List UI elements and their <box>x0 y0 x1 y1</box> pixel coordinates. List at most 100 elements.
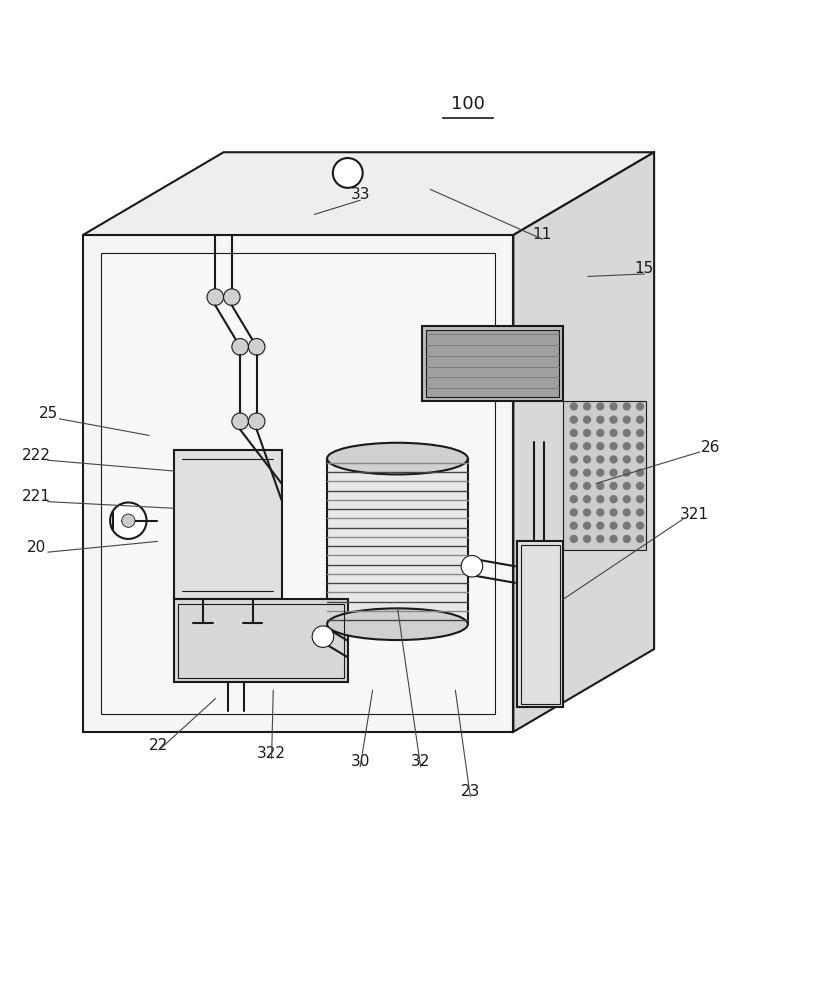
Ellipse shape <box>327 608 467 640</box>
Circle shape <box>569 508 577 517</box>
Circle shape <box>622 455 630 464</box>
Circle shape <box>595 402 604 411</box>
Circle shape <box>622 429 630 437</box>
Circle shape <box>622 442 630 450</box>
Text: 26: 26 <box>700 440 719 455</box>
Circle shape <box>312 626 333 647</box>
Circle shape <box>582 482 590 490</box>
Circle shape <box>609 522 617 530</box>
Polygon shape <box>101 253 495 714</box>
Circle shape <box>582 402 590 411</box>
Circle shape <box>569 442 577 450</box>
Text: 15: 15 <box>633 261 653 276</box>
Circle shape <box>461 555 482 577</box>
Circle shape <box>609 495 617 503</box>
Circle shape <box>332 158 362 188</box>
Circle shape <box>569 535 577 543</box>
Circle shape <box>595 469 604 477</box>
Circle shape <box>609 535 617 543</box>
Circle shape <box>569 455 577 464</box>
Circle shape <box>622 482 630 490</box>
Circle shape <box>609 402 617 411</box>
Circle shape <box>595 522 604 530</box>
Polygon shape <box>513 152 653 732</box>
Text: 30: 30 <box>350 754 370 769</box>
Circle shape <box>569 402 577 411</box>
Circle shape <box>595 535 604 543</box>
Circle shape <box>582 535 590 543</box>
Polygon shape <box>174 599 347 682</box>
Circle shape <box>635 482 643 490</box>
Polygon shape <box>422 326 562 401</box>
Circle shape <box>582 522 590 530</box>
Circle shape <box>207 289 223 305</box>
Text: 32: 32 <box>410 754 430 769</box>
Circle shape <box>582 416 590 424</box>
Circle shape <box>595 482 604 490</box>
Circle shape <box>635 495 643 503</box>
Polygon shape <box>327 459 467 624</box>
Circle shape <box>223 289 240 305</box>
Circle shape <box>622 402 630 411</box>
Circle shape <box>248 339 265 355</box>
Circle shape <box>622 416 630 424</box>
Circle shape <box>122 514 135 527</box>
Text: 22: 22 <box>149 738 169 753</box>
Text: 222: 222 <box>22 448 50 463</box>
Circle shape <box>635 416 643 424</box>
Circle shape <box>609 442 617 450</box>
Text: 321: 321 <box>678 507 708 522</box>
Circle shape <box>595 455 604 464</box>
Circle shape <box>622 508 630 517</box>
Circle shape <box>635 442 643 450</box>
Polygon shape <box>426 330 558 396</box>
Circle shape <box>248 413 265 430</box>
Circle shape <box>595 495 604 503</box>
Circle shape <box>582 442 590 450</box>
Circle shape <box>635 455 643 464</box>
Text: 322: 322 <box>256 746 286 761</box>
Circle shape <box>635 469 643 477</box>
Ellipse shape <box>327 443 467 474</box>
Text: 221: 221 <box>22 489 50 504</box>
Circle shape <box>622 495 630 503</box>
Circle shape <box>582 429 590 437</box>
Circle shape <box>582 508 590 517</box>
Circle shape <box>635 508 643 517</box>
Polygon shape <box>174 450 281 599</box>
Circle shape <box>635 535 643 543</box>
Circle shape <box>569 482 577 490</box>
Text: 23: 23 <box>460 784 480 799</box>
Circle shape <box>569 495 577 503</box>
Circle shape <box>595 429 604 437</box>
Circle shape <box>582 455 590 464</box>
Circle shape <box>569 429 577 437</box>
Polygon shape <box>83 235 513 732</box>
Circle shape <box>609 416 617 424</box>
Text: 25: 25 <box>38 406 58 421</box>
Circle shape <box>622 522 630 530</box>
Circle shape <box>609 429 617 437</box>
Polygon shape <box>562 401 645 550</box>
Circle shape <box>609 469 617 477</box>
Circle shape <box>635 402 643 411</box>
Circle shape <box>595 416 604 424</box>
Circle shape <box>635 429 643 437</box>
Circle shape <box>609 455 617 464</box>
Circle shape <box>595 508 604 517</box>
Text: 11: 11 <box>532 227 552 242</box>
Circle shape <box>609 508 617 517</box>
Circle shape <box>582 469 590 477</box>
Polygon shape <box>517 541 562 707</box>
Circle shape <box>635 522 643 530</box>
Circle shape <box>232 413 248 430</box>
Polygon shape <box>83 152 653 235</box>
Text: 33: 33 <box>350 187 370 202</box>
Circle shape <box>622 469 630 477</box>
Text: 20: 20 <box>26 540 46 555</box>
Circle shape <box>569 522 577 530</box>
Circle shape <box>582 495 590 503</box>
Circle shape <box>595 442 604 450</box>
Text: 100: 100 <box>451 95 484 113</box>
Circle shape <box>232 339 248 355</box>
